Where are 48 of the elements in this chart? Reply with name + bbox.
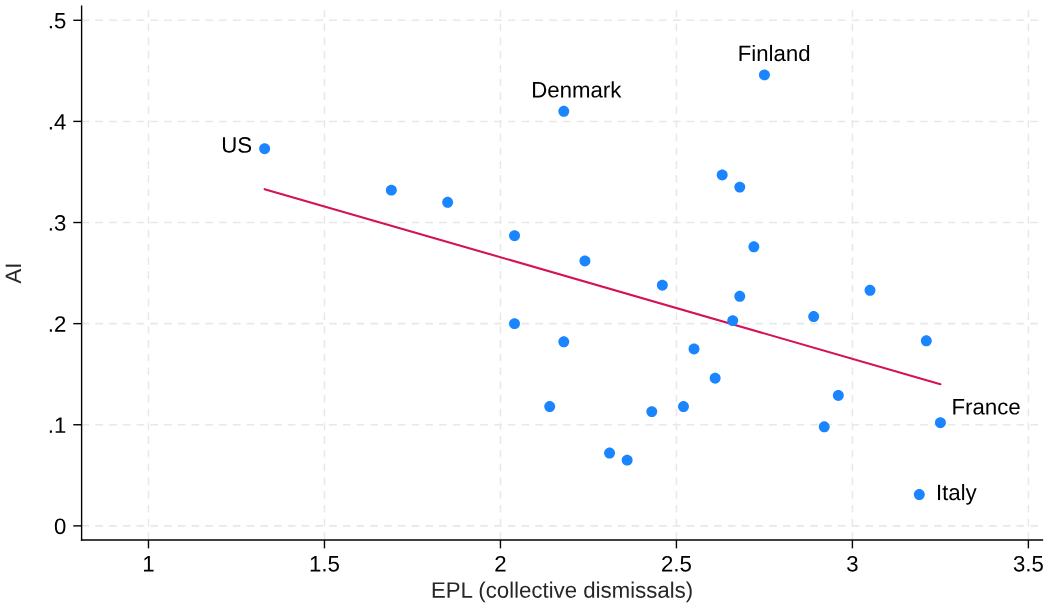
point <box>920 335 932 347</box>
y-tick-label: .5 <box>49 13 66 29</box>
y-tick-label: .3 <box>49 215 66 231</box>
point <box>558 336 570 348</box>
point <box>864 284 876 296</box>
point <box>604 447 616 459</box>
point <box>621 454 633 466</box>
point <box>913 489 925 500</box>
point <box>734 181 746 193</box>
x-tick-label: 1 <box>144 556 154 572</box>
point <box>688 343 700 355</box>
x-tick-label: 2.5 <box>662 555 691 572</box>
point <box>709 372 721 384</box>
point <box>442 196 454 208</box>
annotation: Denmark <box>533 81 622 98</box>
annotation: Italy <box>938 483 977 505</box>
point <box>509 230 520 242</box>
point <box>544 401 556 413</box>
point <box>758 69 770 81</box>
y-tick-label: .1 <box>49 417 66 433</box>
y-axis-title: AI <box>5 264 21 284</box>
x-tick-label: 1.5 <box>310 556 339 572</box>
point <box>259 143 271 155</box>
x-tick-label: 3.5 <box>1013 555 1043 572</box>
point <box>748 241 760 253</box>
point <box>579 255 591 267</box>
y-tick-label: .4 <box>49 114 66 130</box>
point <box>818 421 830 433</box>
point <box>646 406 658 418</box>
x-tick-label: 3 <box>847 555 858 572</box>
point <box>509 318 520 330</box>
point <box>678 401 689 413</box>
point <box>832 389 844 401</box>
annotation: France <box>953 399 1020 415</box>
point <box>934 417 946 429</box>
annotation: US <box>222 137 252 153</box>
point <box>558 105 570 117</box>
point <box>734 290 746 302</box>
point <box>716 169 728 181</box>
annotation: Finland <box>739 44 810 62</box>
y-tick-label: 0 <box>54 518 66 535</box>
point <box>727 315 739 327</box>
x-axis-title: EPL (collective dismissals) <box>432 581 692 603</box>
point <box>385 184 397 196</box>
point <box>656 279 668 291</box>
point <box>808 311 820 323</box>
x-tick-label: 2 <box>495 555 506 572</box>
y-tick-label: .2 <box>49 316 66 332</box>
